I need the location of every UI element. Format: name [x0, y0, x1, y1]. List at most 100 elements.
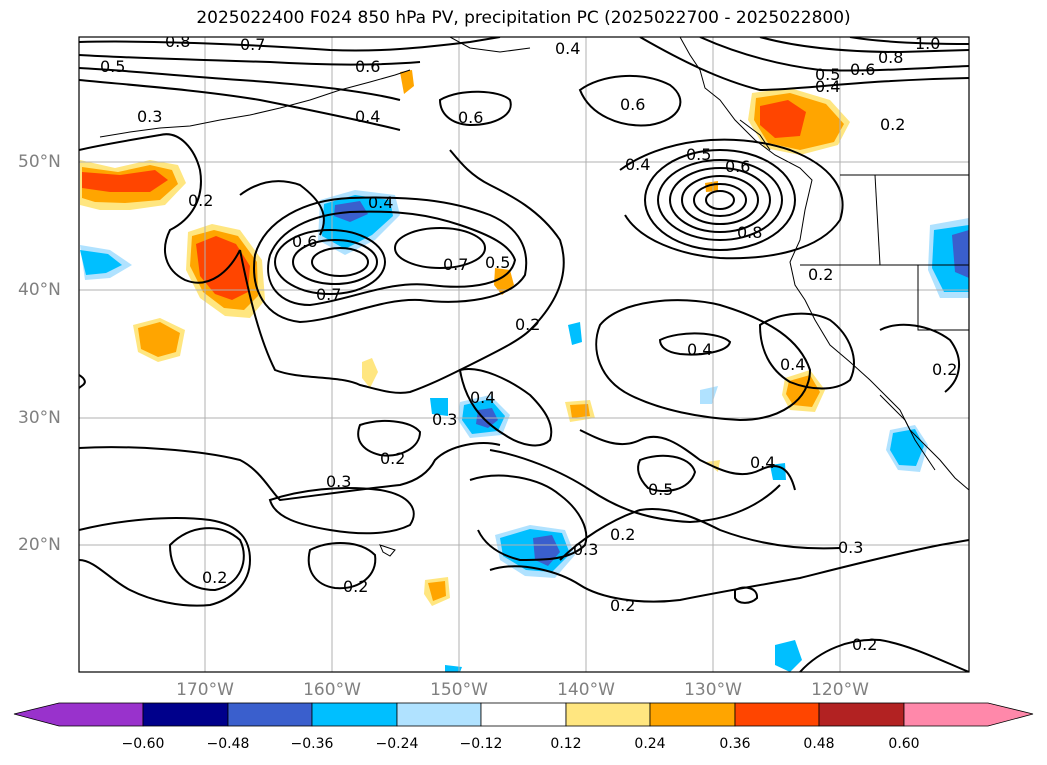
precip-positive-blob: [760, 100, 806, 138]
lon-label-150w: 150°W: [430, 680, 488, 700]
contour-label: 0.2: [852, 635, 877, 654]
precip-negative-blob: [890, 429, 924, 466]
colorbar-tick: −0.12: [459, 736, 503, 752]
colorbar-segment: [311, 702, 398, 727]
contour-label: 0.5: [686, 145, 711, 164]
contour-label: 1.0: [915, 34, 940, 53]
contour-label: 0.5: [100, 57, 125, 76]
contour-label: 0.3: [838, 538, 863, 557]
contour-label: 0.4: [355, 107, 380, 126]
colorbar-segment: [734, 702, 820, 727]
colorbar-tick: 0.24: [634, 736, 666, 752]
contour-label: 0.5: [485, 253, 510, 272]
contour-label: 0.2: [808, 265, 833, 284]
lon-label-140w: 140°W: [557, 680, 615, 700]
precip-positive-blob: [362, 358, 378, 388]
contour-label: 0.2: [515, 315, 540, 334]
colorbar-tick: −0.36: [290, 736, 334, 752]
colorbar-extend-low: [13, 702, 144, 727]
contour-label: 0.7: [240, 35, 265, 54]
contour-label: 0.7: [443, 255, 468, 274]
precip-negative-blob: [430, 398, 448, 416]
contour-label: 0.2: [188, 191, 213, 210]
contour-label: 0.6: [355, 57, 380, 76]
precip-negative-blob: [952, 230, 969, 278]
precip-shading: [80, 70, 969, 672]
contour-label: 0.4: [750, 453, 775, 472]
colorbar-segment: [565, 702, 651, 727]
colorbar-tick: 0.36: [719, 736, 751, 752]
contour-label: 0.5: [648, 480, 673, 499]
precip-negative-blob: [568, 322, 582, 345]
lat-label-40n: 40°N: [18, 280, 61, 300]
colorbar-tick: 0.12: [550, 736, 582, 752]
contour-label: 0.4: [470, 388, 495, 407]
contour-label: 0.8: [165, 32, 190, 51]
contour-label: 0.5: [815, 65, 840, 84]
contour-label: 0.3: [573, 540, 598, 559]
precip-positive-blob: [82, 170, 168, 192]
contour-label: 0.3: [432, 410, 457, 429]
colorbar-segment: [649, 702, 736, 727]
colorbar-extend-high: [903, 702, 1034, 727]
contour-label: 0.2: [380, 449, 405, 468]
contour-label: 0.3: [137, 107, 162, 126]
contour-labels: 0.8 0.7 0.5 0.6 0.4 0.3 0.4 0.6 0.6 0.4 …: [100, 32, 957, 654]
colorbar-segment: [480, 702, 567, 727]
contour-label: 0.4: [780, 355, 805, 374]
chart-title: 2025022400 F024 850 hPa PV, precipitatio…: [196, 8, 851, 28]
precip-negative-blob: [775, 640, 802, 672]
contour-label: 0.7: [316, 285, 341, 304]
contour-label: 0.6: [292, 232, 317, 251]
contour-label: 0.6: [620, 95, 645, 114]
contour-label: 0.2: [610, 525, 635, 544]
colorbar-segment: [818, 702, 905, 727]
lon-label-130w: 130°W: [684, 680, 742, 700]
precip-positive-blob: [494, 268, 514, 295]
contour-label: 0.6: [850, 60, 875, 79]
pv-contours: [79, 37, 969, 672]
map-frame: [78, 36, 970, 673]
contour-label: 0.3: [326, 472, 351, 491]
contour-label: 0.2: [932, 360, 957, 379]
precip-positive-blob: [400, 70, 414, 94]
colorbar-tick: −0.48: [206, 736, 250, 752]
contour-label: 0.4: [625, 155, 650, 174]
lon-label-120w: 120°W: [811, 680, 869, 700]
contour-label: 0.8: [878, 48, 903, 67]
colorbar-tick: 0.60: [888, 736, 920, 752]
contour-label: 0.4: [815, 77, 840, 96]
map-content: 0.8 0.7 0.5 0.6 0.4 0.3 0.4 0.6 0.6 0.4 …: [79, 32, 969, 672]
colorbar: [13, 702, 1034, 727]
lat-label-30n: 30°N: [18, 408, 61, 428]
contour-label: 0.2: [202, 568, 227, 587]
colorbar-tick: 0.48: [803, 736, 835, 752]
contour-label: 0.6: [725, 157, 750, 176]
precip-negative-blob: [700, 386, 718, 404]
precip-negative-blob: [445, 665, 462, 672]
precip-negative-blob: [80, 250, 122, 275]
contour-label: 0.4: [368, 193, 393, 212]
lat-label-50n: 50°N: [18, 152, 61, 172]
colorbar-segment: [227, 702, 313, 727]
contour-label: 0.4: [687, 340, 712, 359]
precip-positive-blob: [138, 322, 180, 357]
contour-label: 0.8: [737, 223, 762, 242]
colorbar-segment: [396, 702, 482, 727]
contour-label: 0.2: [610, 596, 635, 615]
contour-label: 0.2: [880, 115, 905, 134]
precip-positive-blob: [570, 404, 590, 418]
coastlines: [99, 37, 969, 557]
contour-label: 0.6: [458, 108, 483, 127]
lon-label-170w: 170°W: [176, 680, 234, 700]
graticule: [79, 37, 969, 672]
colorbar-tick: −0.60: [121, 736, 165, 752]
precip-positive-blob: [196, 236, 250, 300]
colorbar-tick: −0.24: [375, 736, 419, 752]
lon-label-160w: 160°W: [303, 680, 361, 700]
colorbar-segment: [142, 702, 229, 727]
contour-label: 0.2: [343, 577, 368, 596]
lat-label-20n: 20°N: [18, 535, 61, 555]
contour-label: 0.4: [555, 39, 580, 58]
